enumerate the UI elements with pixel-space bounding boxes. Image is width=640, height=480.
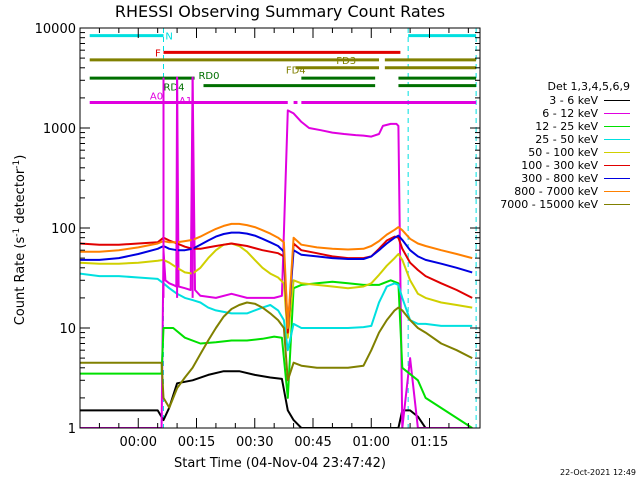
series-lines — [80, 76, 473, 428]
x-tick-label-5: 01:15 — [411, 435, 448, 450]
series-line-4 — [80, 242, 473, 339]
legend: Det 1,3,4,5,6,9 3 - 6 keV 6 - 12 keV 12 - … — [488, 79, 638, 211]
legend-item-label: 6 - 12 keV — [542, 107, 598, 120]
axes: 1 10 100 1000 10000 00:00 00:15 00:30 00:45 01:00… — [35, 22, 481, 450]
x-tick-label-4: 01:00 — [353, 435, 390, 450]
y-tick-label-2: 100 — [51, 222, 76, 237]
legend-item: 6 - 12 keV — [488, 107, 638, 120]
flag-label-FD4: FD4 — [286, 65, 306, 76]
legend-item-label: 300 - 800 keV — [521, 172, 598, 185]
legend-item-swatch — [604, 178, 630, 179]
series-line-8 — [80, 301, 473, 409]
legend-item: 300 - 800 keV — [488, 172, 638, 185]
legend-title: Det 1,3,4,5,6,9 — [547, 80, 630, 93]
y-axis-label: Count Rate (s-1 detector-1) — [12, 155, 28, 326]
legend-item-label: 800 - 7000 keV — [514, 185, 598, 198]
flag-label-RD0: RD0 — [198, 71, 219, 82]
x-tick-label-0: 00:00 — [120, 435, 157, 450]
legend-item-swatch — [604, 152, 630, 153]
x-tick-label-2: 00:30 — [236, 435, 273, 450]
legend-item: 7000 - 15000 keV — [488, 198, 638, 211]
legend-item: 800 - 7000 keV — [488, 185, 638, 198]
y-tick-label-3: 1000 — [43, 122, 76, 137]
y-axis-label-end: ) — [13, 155, 28, 160]
legend-item-label: 7000 - 15000 keV — [500, 198, 598, 211]
legend-rows: 3 - 6 keV 6 - 12 keV 12 - 25 keV 25 - 50 ke… — [488, 94, 638, 211]
flag-label-A0: A0 — [150, 91, 163, 102]
x-tick-label-3: 00:45 — [294, 435, 331, 450]
legend-item-swatch — [604, 113, 630, 114]
legend-item-swatch — [604, 191, 630, 192]
x-axis-label: Start Time (04-Nov-04 23:47:42) — [174, 456, 386, 471]
plot-frame — [79, 27, 481, 429]
y-axis-label-mid: detector — [13, 168, 28, 228]
series-line-3 — [80, 272, 473, 352]
legend-item-swatch — [604, 165, 630, 166]
legend-item-swatch — [604, 139, 630, 140]
y-tick-label-0: 1 — [68, 422, 76, 437]
series-line-6 — [80, 231, 473, 329]
legend-item: 25 - 50 keV — [488, 133, 638, 146]
legend-item-label: 25 - 50 keV — [535, 133, 598, 146]
chart-title: RHESSI Observing Summary Count Rates — [115, 2, 445, 21]
flag-label-F: F — [155, 48, 161, 59]
legend-item-label: 12 - 25 keV — [535, 120, 598, 133]
flag-label-RD4: RD4 — [163, 83, 184, 94]
y-axis-label-sup2: -1 — [12, 160, 22, 169]
legend-item: 12 - 25 keV — [488, 120, 638, 133]
legend-item-label: 50 - 100 keV — [528, 146, 598, 159]
legend-item: 50 - 100 keV — [488, 146, 638, 159]
series-line-7 — [80, 222, 473, 329]
legend-item-label: 3 - 6 keV — [549, 94, 598, 107]
y-tick-label-1: 10 — [59, 322, 76, 337]
x-tick-label-1: 00:15 — [178, 435, 215, 450]
legend-item-label: 100 - 300 keV — [521, 159, 598, 172]
legend-item-swatch — [604, 100, 630, 101]
series-line-2 — [80, 279, 473, 428]
y-tick-label-4: 10000 — [35, 22, 76, 37]
legend-item-swatch — [604, 204, 630, 205]
y-axis-label-sup1: -1 — [12, 228, 22, 237]
legend-item-swatch — [604, 126, 630, 127]
series-line-1 — [80, 76, 473, 428]
flag-label-N: N — [165, 32, 172, 43]
flag-label-A1: A1 — [179, 96, 192, 107]
y-axis-label-main: Count Rate (s — [13, 237, 28, 326]
flag-label-FD3: FD3 — [336, 56, 356, 67]
legend-item: 3 - 6 keV — [488, 94, 638, 107]
generation-timestamp: 22-Oct-2021 12:49 — [560, 468, 636, 477]
legend-item: 100 - 300 keV — [488, 159, 638, 172]
series-line-0 — [80, 370, 473, 428]
